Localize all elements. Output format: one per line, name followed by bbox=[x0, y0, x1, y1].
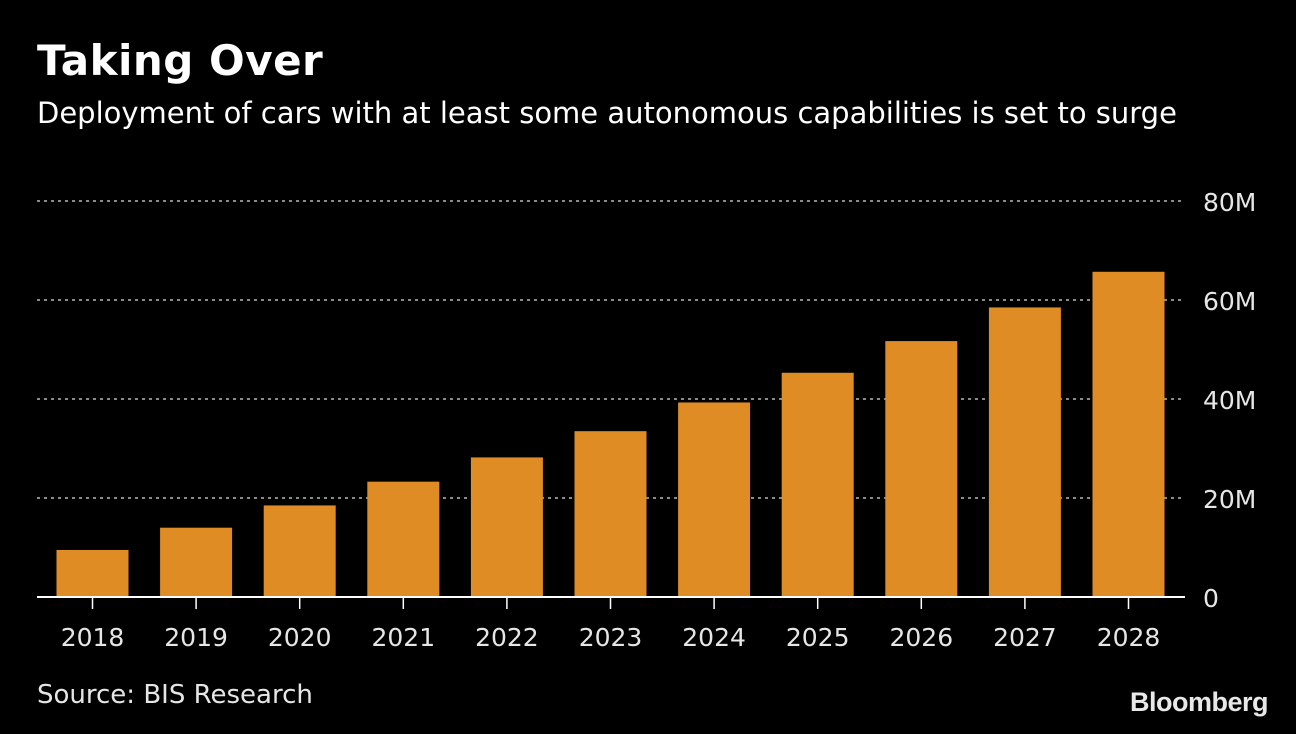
x-tick-label: 2023 bbox=[579, 623, 643, 652]
bar-2027 bbox=[988, 307, 1061, 597]
bar-2022 bbox=[470, 457, 543, 597]
chart-title: Taking Over bbox=[37, 36, 324, 85]
bar-2018 bbox=[56, 549, 129, 597]
bloomberg-logo: Bloomberg bbox=[1129, 687, 1269, 717]
x-tick-label: 2022 bbox=[475, 623, 539, 652]
bar-2028 bbox=[1092, 271, 1165, 597]
y-tick-label: 60M bbox=[1203, 287, 1256, 316]
bar-2020 bbox=[263, 505, 336, 597]
x-tick-label: 2020 bbox=[268, 623, 332, 652]
bar-2021 bbox=[367, 481, 440, 597]
x-tick-label: 2019 bbox=[164, 623, 228, 652]
x-tick-label: 2018 bbox=[61, 623, 125, 652]
bars bbox=[56, 271, 1165, 597]
x-tick-label: 2027 bbox=[993, 623, 1057, 652]
bar-2024 bbox=[678, 402, 751, 597]
y-tick-label: 80M bbox=[1203, 188, 1256, 217]
x-tick-label: 2026 bbox=[889, 623, 953, 652]
x-tick-label: 2025 bbox=[786, 623, 850, 652]
x-tick-label: 2024 bbox=[682, 623, 746, 652]
bar-2019 bbox=[160, 527, 233, 597]
y-axis-tick-labels: 0 20M 40M 60M 80M bbox=[1203, 188, 1256, 613]
x-axis-tick-labels: 2018 2019 2020 2021 2022 2023 2024 2025 2026 2027… bbox=[61, 623, 1161, 652]
bar-2023 bbox=[574, 431, 647, 597]
y-tick-label: 40M bbox=[1203, 386, 1256, 415]
chart-subtitle: Deployment of cars with at least some au… bbox=[37, 96, 1177, 130]
x-tick-label: 2028 bbox=[1097, 623, 1161, 652]
x-tick-label: 2021 bbox=[371, 623, 435, 652]
bar-2026 bbox=[885, 341, 958, 597]
x-axis bbox=[37, 596, 1185, 609]
y-tick-label: 0 bbox=[1203, 584, 1219, 613]
y-tick-label: 20M bbox=[1203, 485, 1256, 514]
bar-2025 bbox=[781, 372, 854, 597]
source-note: Source: BIS Research bbox=[37, 680, 313, 710]
